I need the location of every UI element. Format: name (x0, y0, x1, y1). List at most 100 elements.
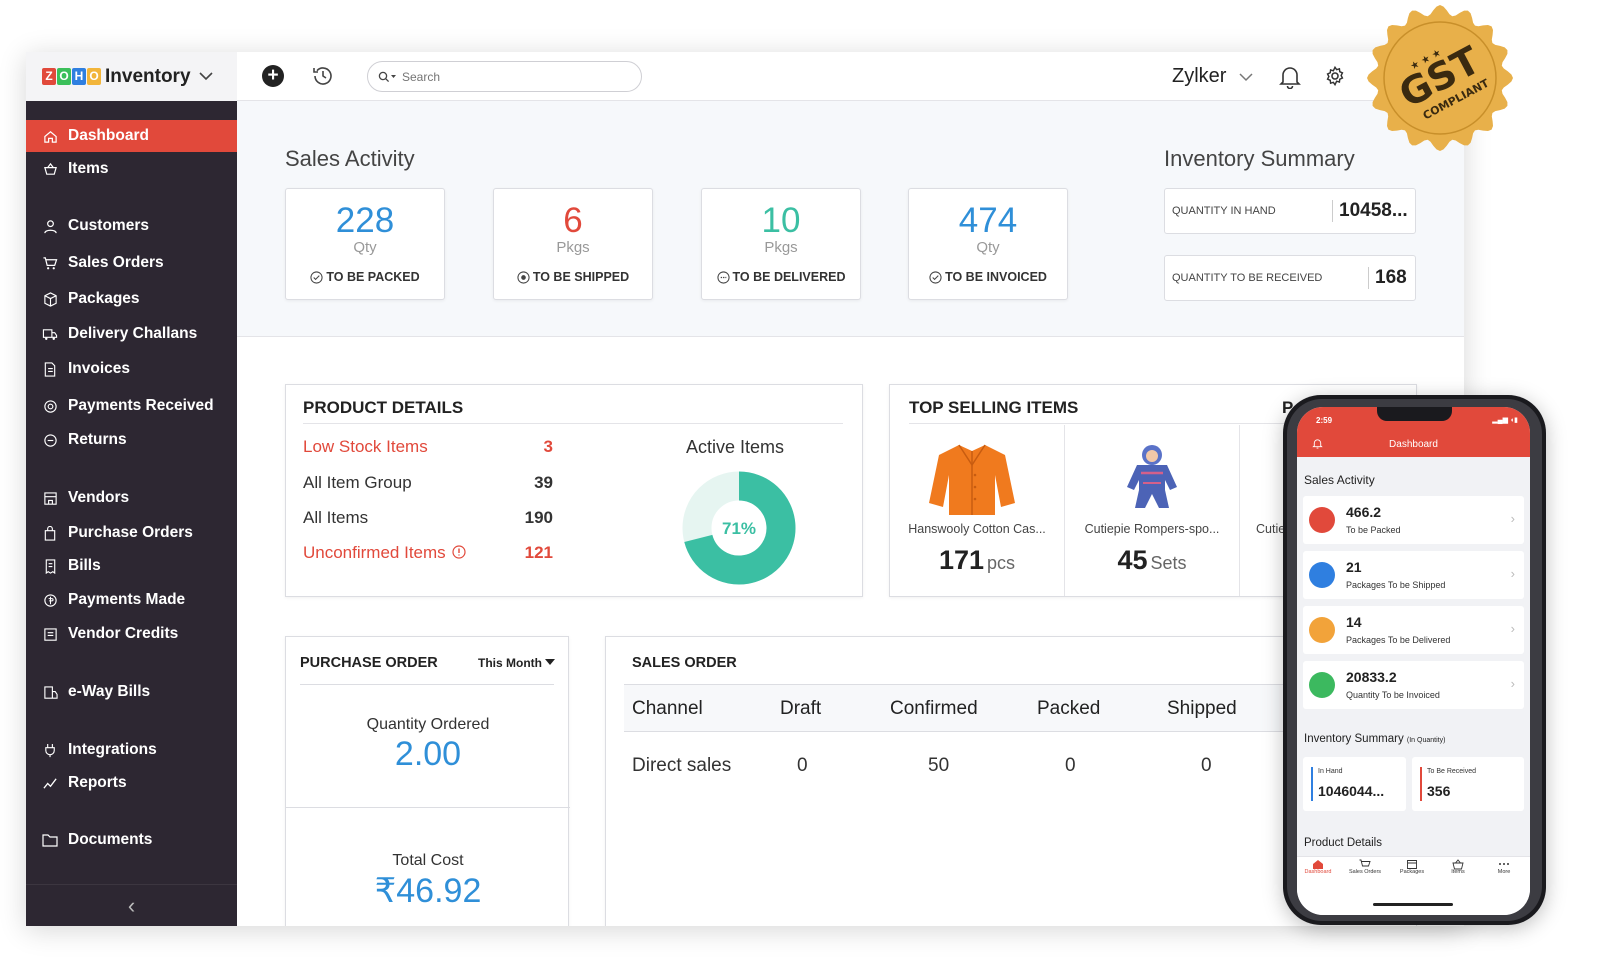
inventory-row-to-be-received: QUANTITY TO BE RECEIVED 168 (1164, 255, 1416, 301)
sidebar-item-e-way-bills[interactable]: e-Way Bills (26, 676, 237, 708)
topbar: + Zylker (237, 52, 1464, 101)
pd-label: Unconfirmed Items (303, 543, 446, 562)
mobile-tab-items[interactable]: Items (1451, 869, 1465, 875)
chevron-down-icon (198, 70, 213, 84)
mobile-tab-more[interactable]: More (1497, 869, 1511, 875)
sidebar-item-delivery-challans[interactable]: Delivery Challans (26, 318, 237, 350)
sidebar-item-label: Purchase Orders (68, 524, 193, 541)
user-icon (42, 218, 58, 234)
return-icon (42, 432, 58, 448)
sidebar-item-payments-made[interactable]: Payments Made (26, 584, 237, 616)
dashboard-main: Sales Activity 228 Qty TO BE PACKED 6 Pk… (237, 101, 1464, 926)
qty-ordered-value: 2.00 (394, 735, 462, 773)
sidebar-item-label: Vendors (68, 489, 130, 506)
sidebar-item-label: Payments Made (68, 591, 186, 608)
period-dropdown[interactable]: This Month (478, 656, 556, 670)
activity-card-to-be-shipped[interactable]: 6 Pkgs TO BE SHIPPED (493, 188, 653, 300)
sidebar-item-label: Vendor Credits (68, 625, 179, 642)
sidebar-item-documents[interactable]: Documents (26, 824, 237, 856)
sidebar-item-bills[interactable]: Bills (26, 550, 237, 582)
mobile-activity-card[interactable]: 466.2 To be Packed › (1303, 496, 1524, 544)
mobile-activity-card[interactable]: 14 Packages To be Delivered › (1303, 606, 1524, 654)
donut-pct-label: 71% (722, 519, 756, 538)
plus-icon: + (267, 65, 279, 86)
box-icon (1309, 507, 1335, 533)
mobile-tab-packages[interactable]: Packages (1399, 869, 1425, 875)
chevron-right-icon: › (1510, 676, 1515, 691)
table-cell: 0 (797, 755, 808, 776)
inventory-label: QUANTITY IN HAND (1172, 205, 1276, 217)
gst-compliant-badge: ★ ★ ★ GST COMPLIANT (1367, 5, 1513, 151)
brand-name: Inventory (105, 65, 191, 87)
org-switcher[interactable]: Zylker (1172, 65, 1254, 88)
check-circle-icon (929, 270, 942, 284)
box-icon (1407, 860, 1417, 869)
all-items-row: All Items 190 (303, 508, 553, 528)
history-button[interactable] (311, 64, 335, 93)
sidebar-item-vendor-credits[interactable]: Vendor Credits (26, 618, 237, 650)
sidebar-item-label: Reports (68, 774, 127, 791)
sidebar-item-dashboard[interactable]: Dashboard (26, 120, 237, 152)
sidebar-item-integrations[interactable]: Integrations (26, 734, 237, 766)
top-selling-item[interactable]: Cutiepie Rompers-spo... 45 Sets (1065, 425, 1240, 596)
settings-button[interactable] (1324, 65, 1346, 92)
sidebar-item-payments-received[interactable]: Payments Received (26, 390, 237, 422)
sidebar-item-packages[interactable]: Packages (26, 283, 237, 315)
bell-icon[interactable] (1312, 438, 1323, 449)
sidebar-item-vendors[interactable]: Vendors (26, 482, 237, 514)
top-selling-item[interactable]: Cutie (1240, 425, 1415, 596)
mobile-inventory-sub: (In Quantity) (1406, 737, 1446, 744)
truck-icon (42, 326, 58, 342)
sidebar-item-purchase-orders[interactable]: Purchase Orders (26, 517, 237, 549)
activity-card-to-be-delivered[interactable]: 10 Pkgs TO BE DELIVERED (701, 188, 861, 300)
sidebar-item-invoices[interactable]: Invoices (26, 353, 237, 385)
item-unit: Sets (1150, 553, 1187, 573)
sidebar-item-label: Returns (68, 431, 127, 448)
low-stock-items-link[interactable]: Low Stock Items 3 (303, 437, 553, 457)
eway-icon (42, 684, 58, 700)
mobile-tab-sales-orders[interactable]: Sales Orders (1348, 869, 1382, 875)
chevron-right-icon: › (1510, 566, 1515, 581)
bell-icon (1279, 67, 1301, 90)
quick-create-button[interactable]: + (262, 65, 284, 87)
notifications-button[interactable] (1279, 65, 1301, 94)
mobile-header: 2:59 ▂▄▆ ◖▮ Dashboard (1297, 407, 1530, 457)
activity-card-to-be-invoiced[interactable]: 474 Qty TO BE INVOICED (908, 188, 1068, 300)
sidebar-item-label: Items (68, 160, 109, 177)
sales-activity-title: Sales Activity (285, 146, 415, 171)
sidebar-item-reports[interactable]: Reports (26, 767, 237, 799)
badge-shape (1367, 5, 1513, 151)
unconfirmed-items-link[interactable]: Unconfirmed Items 121 (303, 543, 553, 563)
total-cost-label: Total Cost (392, 852, 464, 869)
sidebar-item-returns[interactable]: Returns (26, 424, 237, 456)
inventory-summary-title: Inventory Summary (1164, 146, 1355, 171)
mobile-activity-label: Quantity To be Invoiced (1346, 690, 1440, 700)
sidebar-item-sales-orders[interactable]: Sales Orders (26, 247, 237, 279)
sidebar-item-label: Customers (68, 217, 149, 234)
mobile-tab-dashboard[interactable]: Dashboard (1304, 869, 1332, 875)
search-input[interactable] (402, 69, 622, 84)
mobile-activity-card[interactable]: 20833.2 Quantity To be Invoiced › (1303, 661, 1524, 709)
mobile-app-mockup: 2:59 ▂▄▆ ◖▮ Dashboard Sales Activity 466… (1283, 395, 1546, 925)
period-dropdown-partial[interactable]: P (1282, 398, 1294, 417)
sidebar-item-customers[interactable]: Customers (26, 210, 237, 242)
search-box[interactable] (367, 61, 642, 92)
sidebar-item-items[interactable]: Items (26, 153, 237, 185)
payment-icon (42, 592, 58, 608)
coin-icon (42, 398, 58, 414)
top-selling-item[interactable]: Hanswooly Cotton Cas... 171 pcs (890, 425, 1065, 596)
table-cell: Direct sales (632, 755, 732, 776)
mobile-screen: 2:59 ▂▄▆ ◖▮ Dashboard Sales Activity 466… (1297, 407, 1530, 915)
activity-card-to-be-packed[interactable]: 228 Qty TO BE PACKED (285, 188, 445, 300)
sidebar-item-label: e-Way Bills (68, 683, 151, 700)
mobile-activity-card[interactable]: 21 Packages To be Shipped › (1303, 551, 1524, 599)
collapse-sidebar-button[interactable]: ‹ (26, 884, 237, 926)
sidebar-item-label: Documents (68, 831, 153, 848)
plug-icon (42, 742, 58, 758)
pd-value: 190 (524, 508, 553, 527)
truck-icon (1309, 562, 1335, 588)
